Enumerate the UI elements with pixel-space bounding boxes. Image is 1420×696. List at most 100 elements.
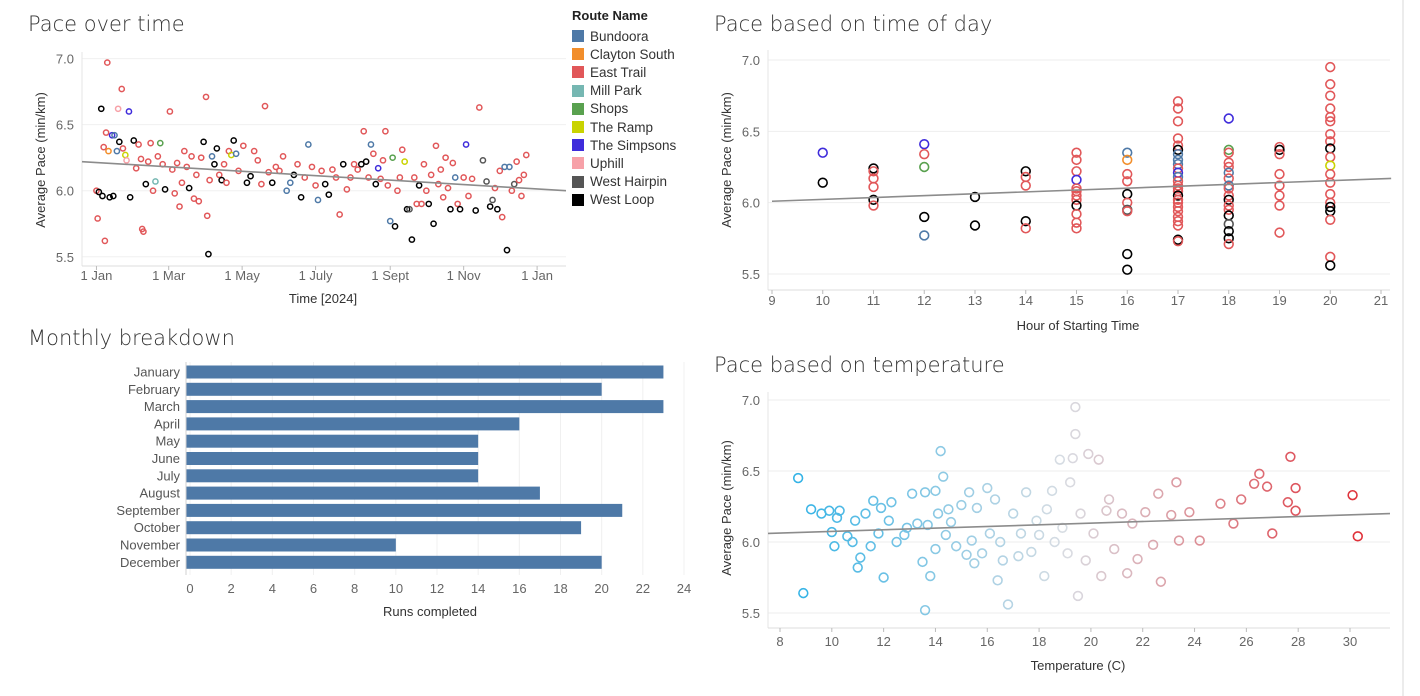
scatter-point [427, 171, 435, 179]
scatter-point [454, 200, 461, 208]
scatter-point [1147, 539, 1159, 551]
scatter-point [468, 175, 476, 183]
y-axis-title: Average Pace (min/km) [719, 92, 734, 228]
scatter-point [1267, 528, 1278, 539]
legend-item[interactable]: East Trail [572, 63, 676, 81]
y-tick-label: 7.0 [742, 53, 760, 68]
scatter-point [350, 160, 358, 168]
scatter-point [1290, 505, 1301, 516]
scatter-point [268, 179, 276, 187]
scatter-point [494, 205, 501, 213]
scatter-point [308, 163, 316, 171]
legend-item[interactable]: West Hairpin [572, 173, 676, 191]
scatter-point [408, 236, 416, 243]
scatter-point [1325, 61, 1336, 73]
scatter-point [1325, 90, 1336, 101]
scatter-point [1020, 216, 1031, 227]
x-tick-label: 8 [351, 581, 358, 596]
x-tick-label: 1 July [299, 268, 333, 283]
legend-label: Shops [590, 101, 629, 117]
scatter-point [370, 150, 377, 158]
scatter-point [418, 200, 425, 208]
x-tick-label: 18 [1222, 293, 1236, 308]
scatter-point [140, 228, 147, 236]
bar [186, 452, 479, 465]
scatter-point [1215, 498, 1226, 509]
scatter-point [875, 502, 887, 514]
scatter-point [855, 552, 866, 563]
legend-item[interactable]: Shops [572, 100, 676, 118]
bar [186, 538, 396, 552]
scatter-point [365, 174, 372, 181]
scatter-point [995, 536, 1006, 548]
scatter-point [286, 179, 294, 187]
scatter-point [976, 548, 988, 559]
scatter-point [243, 179, 251, 187]
scatter-point [1325, 251, 1336, 263]
scatter-point [1101, 505, 1112, 516]
scatter-point [95, 188, 103, 196]
scatter-point [1020, 166, 1031, 177]
legend-item[interactable]: The Ramp [572, 118, 676, 136]
scatter-point [1033, 529, 1045, 541]
scatter-point [1223, 194, 1234, 206]
scatter-point [374, 164, 382, 172]
legend-swatch [572, 66, 584, 79]
x-tick-label: 1 Jan [521, 268, 553, 283]
scatter-point [1072, 590, 1084, 602]
legend-label: East Trail [590, 64, 647, 80]
scatter-point [1122, 154, 1133, 166]
scatter-point [1083, 448, 1094, 460]
scatter-point [247, 172, 254, 180]
scatter-point [437, 166, 445, 173]
scatter-point [1172, 220, 1184, 231]
legend-item[interactable]: Bundoora [572, 27, 676, 45]
legend-item[interactable]: The Simpsons [572, 136, 676, 154]
scatter-point [860, 508, 871, 519]
scatter-point [506, 163, 513, 171]
legend-label: West Loop [590, 192, 655, 208]
x-tick-label: 12 [430, 581, 444, 596]
y-tick-label: 7.0 [742, 393, 760, 408]
scatter-point [1223, 147, 1234, 158]
scatter-point [1274, 200, 1285, 211]
x-axis-title: Runs completed [383, 604, 477, 619]
legend-item[interactable]: West Loop [572, 191, 676, 209]
scatter-point [899, 529, 910, 541]
scatter-point [106, 193, 114, 201]
scatter-point [873, 528, 884, 539]
scatter-point [919, 487, 931, 498]
scatter-point [522, 151, 530, 159]
scatter-point [1285, 451, 1296, 462]
scatter-point [1172, 183, 1184, 194]
scatter-point [1007, 508, 1019, 519]
scatter-point [1274, 148, 1285, 160]
legend-swatch [572, 121, 584, 134]
x-tick-label: 1 Mar [152, 268, 186, 283]
scatter-point [1071, 166, 1082, 177]
x-tick-label: 2 [228, 581, 235, 596]
scatter-point [479, 156, 487, 164]
scatter-point [206, 176, 213, 184]
x-tick-label: 11 [867, 293, 881, 308]
scatter-point [456, 205, 464, 213]
scatter-point [297, 193, 305, 201]
scatter-point [1132, 553, 1143, 565]
scatter-point [849, 515, 861, 526]
scatter-point [919, 138, 930, 150]
scatter-point [1031, 515, 1042, 526]
scatter-point [1127, 518, 1138, 529]
scatter-point [925, 570, 936, 582]
scatter-point [123, 156, 130, 164]
scatter-point [1122, 176, 1133, 187]
bar [186, 434, 479, 448]
scatter-point [113, 147, 121, 155]
scatter-point [805, 504, 817, 515]
legend-item[interactable]: Uphill [572, 154, 676, 172]
legend-item[interactable]: Mill Park [572, 82, 676, 100]
legend-item[interactable]: Clayton South [572, 45, 676, 63]
x-tick-label: 18 [1032, 634, 1046, 649]
x-tick-label: 14 [471, 581, 485, 596]
x-tick-label: 1 Sept [371, 268, 409, 283]
scatter-point [223, 179, 230, 187]
